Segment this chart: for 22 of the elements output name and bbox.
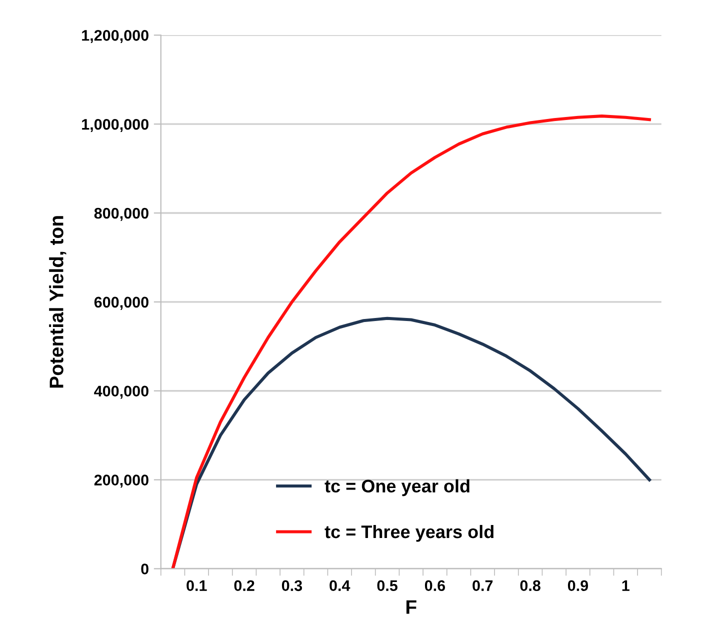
x-tick-label: 0.7 bbox=[472, 580, 493, 592]
y-tick-label: 0 bbox=[141, 564, 148, 574]
x-tick-label: 1 bbox=[622, 580, 630, 591]
y-tick-label: 1,000,000 bbox=[82, 118, 148, 132]
x-tick-label: 0.5 bbox=[377, 580, 398, 592]
legend-label: tc = One year old bbox=[324, 479, 470, 496]
y-tick-label: 200,000 bbox=[94, 474, 148, 488]
x-tick-label: 0.8 bbox=[520, 580, 540, 592]
y-tick-label: 400,000 bbox=[94, 386, 148, 399]
x-tick-label: 0.1 bbox=[186, 580, 207, 592]
line-series bbox=[171, 114, 651, 569]
x-tick-label: 0.2 bbox=[234, 580, 254, 592]
y-tick-label: 600,000 bbox=[94, 296, 148, 310]
x-tick-label: 0.6 bbox=[424, 580, 446, 592]
x-tick-label: 0.3 bbox=[282, 580, 302, 592]
y-tick-label: 1,200,000 bbox=[82, 30, 148, 44]
x-tick-label: 0.4 bbox=[330, 580, 350, 592]
y-axis-title: Potential Yield, ton bbox=[49, 216, 66, 388]
x-axis-title: F bbox=[406, 600, 416, 614]
legend-label: tc = Three years old bbox=[324, 524, 494, 542]
x-tick-label: 0.9 bbox=[568, 580, 588, 592]
y-tick-label: 800,000 bbox=[94, 208, 148, 221]
